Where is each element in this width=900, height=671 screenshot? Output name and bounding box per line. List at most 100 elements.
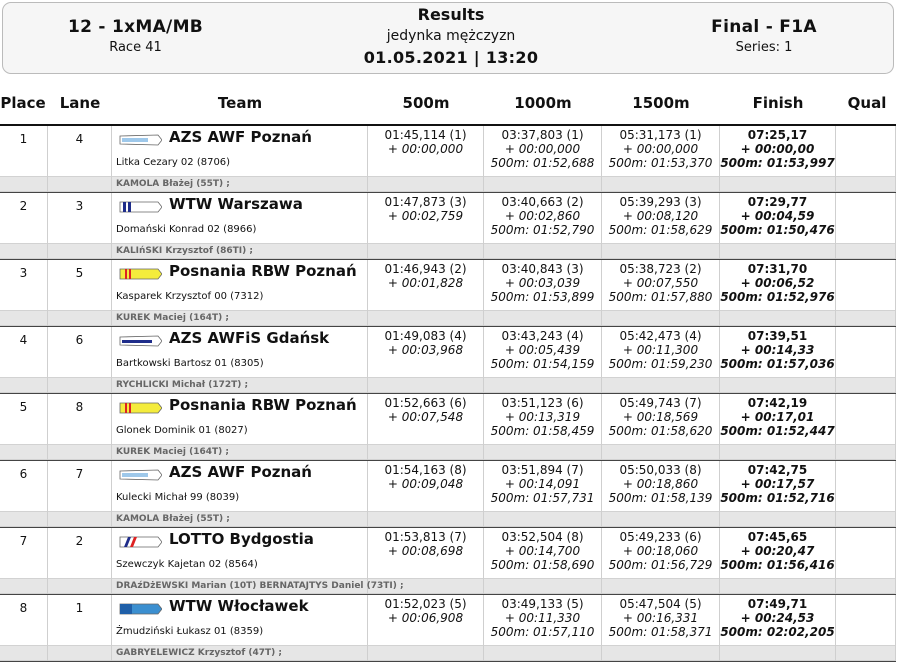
club-name: WTW Warszawa <box>169 195 303 213</box>
table-header: Place Lane Team 500m 1000m 1500m Finish … <box>0 84 900 124</box>
split-1500m-segment: 500m: 01:58,371 <box>608 625 713 639</box>
lane-value: 5 <box>75 266 84 280</box>
place-value: 5 <box>19 400 28 414</box>
split-1500m-cell: 05:50,033 (8) + 00:18,860 500m: 01:58,139 <box>602 461 720 527</box>
place-value: 4 <box>19 333 28 347</box>
athlete-name: Żmudziński Łukasz 01 (8359) <box>116 626 264 637</box>
place-value: 6 <box>19 467 28 481</box>
club-name: Posnania RBW Poznań <box>169 262 357 280</box>
lane-cell: 4 <box>48 126 112 192</box>
race-number: Race 41 <box>109 40 162 55</box>
finish-cell: 07:39,51 + 00:14,33 500m: 01:57,036 <box>720 327 836 393</box>
split-1500m-time: 05:38,723 (2) <box>619 262 702 276</box>
split-1500m-time: 05:49,743 (7) <box>619 396 702 410</box>
finish-cell: 07:31,70 + 00:06,52 500m: 01:52,976 <box>720 260 836 326</box>
finish-delta: + 00:24,53 <box>740 611 815 625</box>
split-1500m-cell: 05:39,293 (3) + 00:08,120 500m: 01:58,629 <box>602 193 720 259</box>
place-cell: 1 <box>0 126 48 192</box>
team-cell: AZS AWF Poznań Kulecki Michał 99 (8039) KA… <box>112 461 368 527</box>
split-500m-delta: + 00:06,908 <box>387 611 464 625</box>
split-1000m-segment: 500m: 01:58,690 <box>490 558 595 572</box>
finish-segment: 500m: 01:53,997 <box>720 156 835 170</box>
split-1500m-segment: 500m: 01:57,880 <box>608 290 713 304</box>
split-1500m-segment: 500m: 01:58,629 <box>608 223 713 237</box>
table-row: 5 8 Posnania RBW Poznań Glonek Dominik 01 (… <box>0 394 900 460</box>
finish-cell: 07:42,75 + 00:17,57 500m: 01:52,716 <box>720 461 836 527</box>
team-cell: AZS AWF Poznań Litka Cezary 02 (8706) KAMO… <box>112 126 368 192</box>
col-place: Place <box>0 94 46 112</box>
split-500m-time: 01:53,813 (7) <box>384 530 467 544</box>
title-block: Results jedynka mężczyzn 01.05.2021 | 13… <box>301 5 601 67</box>
lane-cell: 6 <box>48 327 112 393</box>
split-1000m-time: 03:51,894 (7) <box>501 463 584 477</box>
split-1500m-delta: + 00:18,569 <box>622 410 699 424</box>
athlete-name: Glonek Dominik 01 (8027) <box>116 425 248 436</box>
split-1000m-cell: 03:51,123 (6) + 00:13,319 500m: 01:58,459 <box>484 394 602 460</box>
col-team: Team <box>217 94 263 112</box>
place-cell: 6 <box>0 461 48 527</box>
athlete-name: Szewczyk Kajetan 02 (8564) <box>116 559 258 570</box>
finish-time: 07:25,17 <box>747 128 808 142</box>
finish-segment: 500m: 01:52,976 <box>720 290 835 304</box>
lane-cell: 2 <box>48 528 112 594</box>
split-500m-time: 01:45,114 (1) <box>384 128 467 142</box>
split-1000m-delta: + 00:05,439 <box>504 343 581 357</box>
finish-time: 07:29,77 <box>747 195 808 209</box>
split-1500m-segment: 500m: 01:53,370 <box>608 156 713 170</box>
coach-name: KUREK Maciej (164T) ; <box>116 447 229 457</box>
split-500m-time: 01:54,163 (8) <box>384 463 467 477</box>
club-name: Posnania RBW Poznań <box>169 396 357 414</box>
split-1500m-cell: 05:47,504 (5) + 00:16,331 500m: 01:58,371 <box>602 595 720 661</box>
club-flag-icon <box>118 333 163 347</box>
coach-name: DRAźDżEWSKI Marian (10T) BERNATAJTYS Dan… <box>116 581 404 591</box>
finish-delta: + 00:17,01 <box>740 410 815 424</box>
row-divider <box>0 527 896 528</box>
split-1000m-segment: 500m: 01:57,110 <box>490 625 595 639</box>
lane-value: 6 <box>75 333 84 347</box>
event-info: 12 - 1xMA/MB Race 41 <box>43 17 228 55</box>
col-lane: Lane <box>59 94 101 112</box>
club-flag-icon <box>118 601 163 615</box>
club-flag-icon <box>118 132 163 146</box>
finish-segment: 500m: 01:50,476 <box>720 223 835 237</box>
event-subtitle: jedynka mężczyzn <box>386 28 516 44</box>
race-datetime: 01.05.2021 | 13:20 <box>363 48 539 67</box>
split-1000m-time: 03:52,504 (8) <box>501 530 584 544</box>
col-1000m: 1000m <box>514 94 572 112</box>
finish-segment: 500m: 01:52,447 <box>720 424 835 438</box>
row-divider <box>0 259 896 260</box>
finish-delta: + 00:14,33 <box>740 343 815 357</box>
row-divider <box>0 661 896 662</box>
split-1500m-delta: + 00:07,550 <box>622 276 699 290</box>
split-500m-cell: 01:47,873 (3) + 00:02,759 <box>368 193 484 259</box>
club-flag-icon <box>118 199 163 213</box>
athlete-name: Kasparek Krzysztof 00 (7312) <box>116 291 264 302</box>
split-1500m-delta: + 00:18,860 <box>622 477 699 491</box>
event-code: 12 - 1xMA/MB <box>67 17 204 37</box>
club-flag-icon <box>118 400 163 414</box>
col-finish: Finish <box>752 94 804 112</box>
table-row: 1 4 AZS AWF Poznań Litka Cezary 02 (8706) KA… <box>0 126 900 192</box>
finish-time: 07:31,70 <box>747 262 808 276</box>
split-1000m-cell: 03:40,663 (2) + 00:02,860 500m: 01:52,790 <box>484 193 602 259</box>
finish-delta: + 00:00,00 <box>740 142 815 156</box>
finish-segment: 500m: 01:52,716 <box>720 491 835 505</box>
lane-cell: 8 <box>48 394 112 460</box>
split-1000m-segment: 500m: 01:57,731 <box>490 491 595 505</box>
table-row: 2 3 WTW Warszawa Domański Konrad 02 (8966) K… <box>0 193 900 259</box>
split-1000m-segment: 500m: 01:52,688 <box>490 156 595 170</box>
lane-value: 3 <box>75 199 84 213</box>
club-flag-icon <box>118 534 163 548</box>
row-divider <box>0 594 896 595</box>
place-cell: 2 <box>0 193 48 259</box>
lane-value: 2 <box>75 534 84 548</box>
split-500m-cell: 01:46,943 (2) + 00:01,828 <box>368 260 484 326</box>
split-1500m-time: 05:39,293 (3) <box>619 195 702 209</box>
split-1500m-time: 05:50,033 (8) <box>619 463 702 477</box>
finish-time: 07:39,51 <box>747 329 808 343</box>
split-1000m-delta: + 00:13,319 <box>504 410 581 424</box>
split-500m-delta: + 00:08,698 <box>387 544 464 558</box>
split-1500m-cell: 05:38,723 (2) + 00:07,550 500m: 01:57,880 <box>602 260 720 326</box>
split-500m-time: 01:49,083 (4) <box>384 329 467 343</box>
coach-name: KAMOLA Błażej (55T) ; <box>116 514 230 524</box>
